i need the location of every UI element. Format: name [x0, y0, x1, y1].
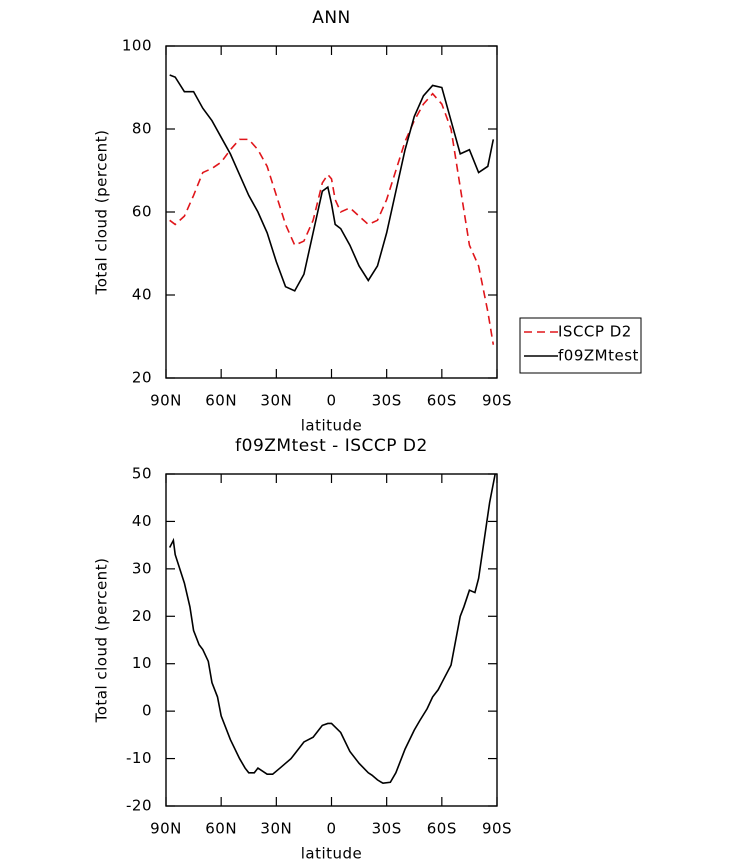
y-tick-label: 40: [132, 286, 152, 304]
x-tick-label: 60N: [205, 392, 237, 410]
y-tick-label: 20: [132, 369, 152, 387]
y-tick-label: -10: [126, 749, 152, 767]
y-axis-label: Total cloud (percent): [93, 558, 111, 724]
plot-frame: [165, 45, 498, 379]
x-tick-label: 30S: [372, 820, 402, 838]
y-tick-label: 50: [132, 465, 152, 483]
x-tick-label: 0: [326, 820, 336, 838]
y-tick-label: 100: [122, 37, 152, 55]
y-tick-label: 30: [132, 559, 152, 577]
x-tick-label: 90N: [150, 820, 182, 838]
y-tick-label: -20: [126, 797, 152, 815]
x-tick-label: 60N: [205, 820, 237, 838]
x-axis-label: latitude: [301, 845, 363, 863]
y-tick-label: 10: [132, 654, 152, 672]
data-line: [168, 473, 496, 785]
x-tick-label: 30S: [372, 392, 402, 410]
legend-label: f09ZMtest: [558, 347, 639, 365]
y-tick-label: 0: [142, 702, 152, 720]
legend-label: ISCCP D2: [558, 323, 632, 341]
y-axis-label: Total cloud (percent): [93, 130, 111, 296]
data-line: [169, 92, 495, 345]
y-tick-label: 80: [132, 120, 152, 138]
x-tick-label: 0: [326, 392, 336, 410]
x-tick-label: 90S: [482, 820, 512, 838]
x-tick-label: 60S: [427, 392, 457, 410]
chart-title: ANN: [312, 8, 351, 28]
x-tick-label: 30N: [260, 392, 292, 410]
plot-frame: [165, 473, 498, 807]
chart-title: f09ZMtest - ISCCP D2: [235, 436, 428, 456]
x-tick-label: 90S: [482, 392, 512, 410]
legend-box: [519, 317, 642, 374]
data-line: [169, 74, 495, 292]
x-axis-label: latitude: [301, 417, 363, 435]
y-tick-label: 60: [132, 203, 152, 221]
y-tick-label: 20: [132, 607, 152, 625]
x-tick-label: 60S: [427, 820, 457, 838]
y-tick-label: 40: [132, 512, 152, 530]
x-tick-label: 30N: [260, 820, 292, 838]
x-tick-label: 90N: [150, 392, 182, 410]
